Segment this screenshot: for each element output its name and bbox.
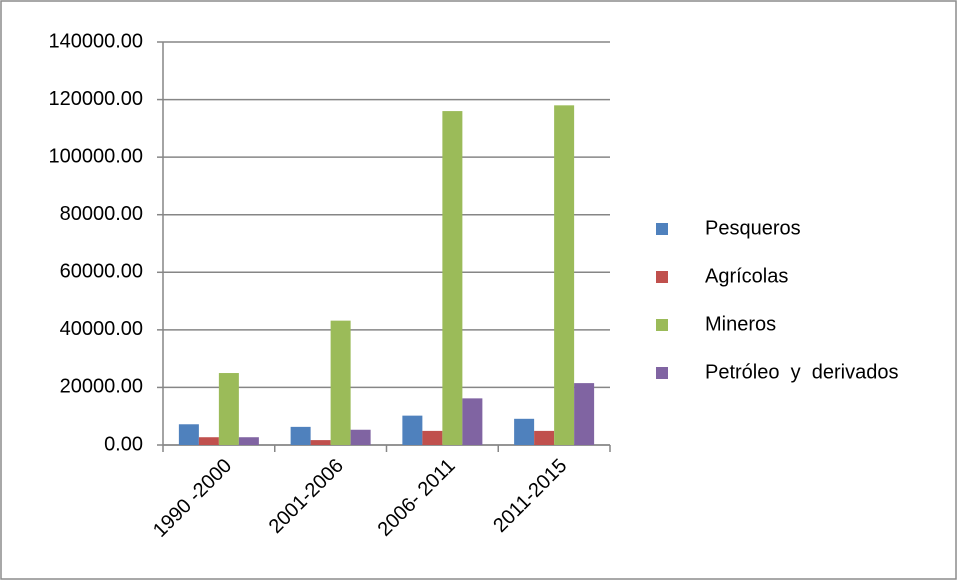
bar [330, 320, 351, 445]
legend-label: Mineros [705, 313, 776, 335]
legend-swatch [656, 367, 668, 379]
y-tick-label: 40000.00 [60, 318, 143, 340]
bar [442, 111, 463, 445]
bar [462, 398, 483, 445]
bar [514, 418, 535, 445]
y-tick-label: 60000.00 [60, 261, 143, 283]
y-tick-label: 0.00 [104, 433, 143, 455]
bar [290, 426, 311, 445]
bar [554, 105, 575, 445]
legend-label: Pesqueros [705, 217, 801, 239]
bar [350, 429, 371, 445]
bar [574, 383, 595, 445]
bar [534, 430, 555, 445]
bar [178, 424, 199, 445]
y-tick-label: 80000.00 [60, 203, 143, 225]
legend-swatch [656, 223, 668, 235]
legend-swatch [656, 271, 668, 283]
y-tick-label: 120000.00 [48, 88, 143, 110]
bar [198, 437, 219, 445]
bar [238, 437, 259, 445]
legend-label: Petróleo y derivados [705, 361, 898, 383]
bar [402, 415, 423, 445]
y-tick-label: 100000.00 [48, 145, 143, 167]
bar [422, 430, 443, 445]
y-tick-label: 20000.00 [60, 376, 143, 398]
bar [310, 440, 331, 445]
legend-label: Agrícolas [705, 265, 788, 287]
y-tick-label: 140000.00 [48, 30, 143, 52]
bar [218, 373, 239, 445]
legend-swatch [656, 319, 668, 331]
